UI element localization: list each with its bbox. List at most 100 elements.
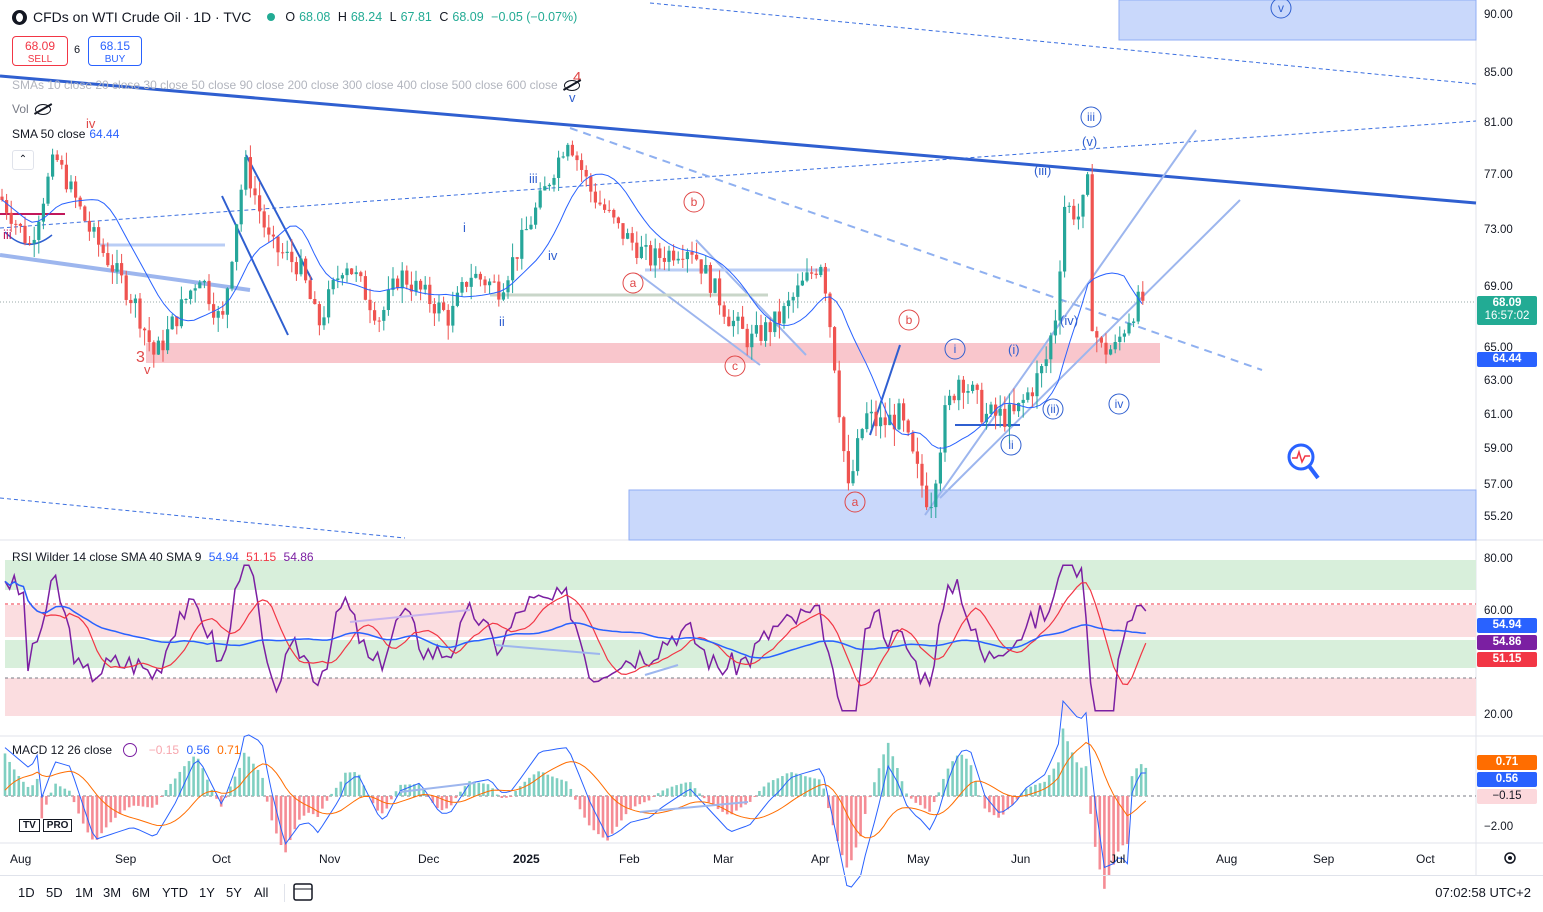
candle <box>285 240 289 261</box>
macd-settings-icon[interactable] <box>123 743 138 757</box>
macd-histogram-bar <box>81 796 85 824</box>
macd-histogram-bar <box>454 796 458 799</box>
sma50-legend[interactable]: SMA 50 close 64.44 <box>12 127 119 141</box>
macd-histogram-bar <box>781 776 784 796</box>
trendline[interactable] <box>221 195 289 336</box>
rsi-label: RSI Wilder 14 close SMA 40 SMA 9 <box>12 550 202 564</box>
dashed-trendline[interactable] <box>0 120 1477 229</box>
macd-tag: 0.71 <box>1477 755 1537 770</box>
collapse-button[interactable]: ⌃ <box>12 150 34 170</box>
macd-histogram-bar <box>339 781 343 796</box>
candle <box>557 150 561 191</box>
macd-histogram-bar <box>311 796 315 815</box>
smas-legend[interactable]: SMAs 10 close 20 close 30 close 50 close… <box>12 78 580 92</box>
macd-histogram-bar <box>587 796 591 826</box>
time-axis-label: Feb <box>619 852 640 866</box>
candle <box>115 249 119 284</box>
last-price-tag: 68.09 16:57:02 <box>1477 296 1537 325</box>
candle <box>32 226 36 258</box>
range-button-1m[interactable]: 1M <box>75 885 94 900</box>
candle <box>681 244 685 269</box>
candle <box>248 145 252 198</box>
range-button-all[interactable]: All <box>254 885 269 900</box>
candle <box>543 176 547 191</box>
macd-histogram-bar <box>187 761 191 796</box>
macd-histogram-bar <box>284 796 287 853</box>
price-axis-label: 69.00 <box>1484 281 1513 293</box>
settings-gear-icon[interactable] <box>1504 852 1516 864</box>
rsi-legend[interactable]: RSI Wilder 14 close SMA 40 SMA 9 54.94 5… <box>12 550 314 564</box>
dashed-trendline[interactable] <box>0 497 406 539</box>
candle <box>120 253 124 284</box>
candle <box>1099 336 1103 348</box>
macd-histogram-bar <box>799 774 803 796</box>
candle <box>906 418 910 437</box>
macd-histogram-bar <box>1089 796 1092 814</box>
macd-histogram-bar <box>422 789 425 796</box>
vol-legend[interactable]: Vol <box>12 102 51 116</box>
dashed-trendline[interactable] <box>649 2 1477 85</box>
range-button-1d[interactable]: 1D <box>18 885 35 900</box>
buy-label: BUY <box>104 54 126 65</box>
candle <box>1067 202 1071 214</box>
zoom-icon[interactable] <box>1287 443 1320 480</box>
macd-histogram-bar <box>569 788 573 796</box>
candle <box>1030 387 1034 408</box>
macd-legend[interactable]: MACD 12 26 close −0.15 0.56 0.71 <box>12 743 241 757</box>
macd-histogram-bar <box>523 781 527 796</box>
range-button-1y[interactable]: 1Y <box>199 885 215 900</box>
candle <box>1003 396 1007 432</box>
candle <box>28 236 32 246</box>
buy-button[interactable]: 68.15 BUY <box>88 36 142 66</box>
symbol-title[interactable]: CFDs on WTI Crude Oil · 1D · TVC <box>33 9 252 25</box>
range-button-6m[interactable]: 6M <box>132 885 151 900</box>
macd-histogram-bar <box>298 796 301 820</box>
calendar-icon[interactable] <box>293 883 313 901</box>
price-axis-label: 63.00 <box>1484 375 1513 387</box>
macd-histogram-bar <box>114 796 117 818</box>
wave-label: (iii) <box>1034 163 1051 178</box>
macd-histogram-bar <box>95 796 99 840</box>
rsi-band-upper <box>5 605 1476 637</box>
channel-line[interactable] <box>939 199 1241 499</box>
candle <box>672 244 676 266</box>
macd-histogram-bar <box>3 753 7 796</box>
price-axis-label: 85.00 <box>1484 67 1513 79</box>
candle <box>524 216 528 231</box>
dashed-trendline[interactable] <box>569 127 1263 371</box>
divergence-line <box>399 782 476 793</box>
clock[interactable]: 07:02:58 UTC+2 <box>1435 885 1531 900</box>
macd-line <box>4 699 1146 888</box>
sell-button[interactable]: 68.09 SELL <box>12 36 68 66</box>
candle <box>961 375 965 409</box>
macd-histogram-bar <box>472 781 476 796</box>
candle <box>179 286 183 329</box>
ohlc-high: 68.24 <box>350 10 383 24</box>
macd-histogram-bar <box>624 796 628 815</box>
candle <box>566 142 570 161</box>
hidden-eye-icon[interactable] <box>563 80 580 92</box>
macd-histogram-bar <box>610 796 614 834</box>
range-button-ytd[interactable]: YTD <box>162 885 188 900</box>
candle <box>819 264 823 278</box>
hidden-eye-icon[interactable] <box>34 104 51 116</box>
range-button-5d[interactable]: 5D <box>46 885 63 900</box>
rsi-overbought-band <box>5 560 1476 590</box>
time-axis-label: Sep <box>115 852 137 866</box>
range-button-3m[interactable]: 3M <box>103 885 122 900</box>
candle <box>294 256 298 281</box>
macd-histogram-bar <box>431 796 435 803</box>
candle <box>212 292 216 325</box>
range-button-5y[interactable]: 5Y <box>226 885 242 900</box>
resistance-trendline[interactable] <box>0 74 1477 205</box>
candle <box>262 204 266 238</box>
channel-line[interactable] <box>639 274 761 366</box>
macd-histogram-bar <box>54 783 57 796</box>
candle <box>451 291 455 333</box>
candle <box>419 278 423 301</box>
macd-histogram-bar <box>854 796 858 848</box>
macd-histogram-bar <box>758 790 761 796</box>
macd-histogram-bar <box>233 776 237 796</box>
tradingview-logo[interactable]: TV PRO <box>16 815 73 832</box>
